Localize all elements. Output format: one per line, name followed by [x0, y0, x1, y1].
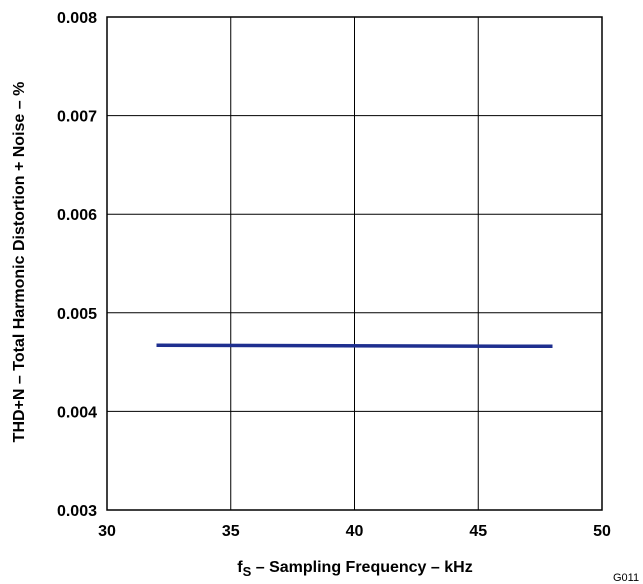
y-tick-label: 0.003 — [57, 503, 97, 520]
series-line — [156, 343, 553, 349]
series-group — [156, 343, 553, 349]
x-tick-label: 50 — [593, 523, 611, 540]
x-axis-title-subscript: S — [243, 564, 252, 579]
x-tick-label: 35 — [222, 523, 240, 540]
y-tick-label: 0.008 — [57, 10, 97, 27]
figure-id: G011 — [613, 572, 639, 584]
y-tick-label: 0.004 — [57, 404, 97, 421]
x-tick-label: 40 — [346, 523, 364, 540]
x-tick-label: 30 — [98, 523, 116, 540]
y-tick-label: 0.007 — [57, 109, 97, 126]
y-axis-title: THD+N – Total Harmonic Distortion + Nois… — [11, 82, 28, 443]
y-tick-labels: 0.003 0.004 0.005 0.006 0.007 0.008 — [57, 10, 97, 520]
y-tick-label: 0.006 — [57, 207, 97, 224]
x-axis-title: fS – Sampling Frequency – kHz — [237, 559, 472, 579]
x-tick-labels: 30 35 40 45 50 — [98, 523, 611, 540]
x-tick-label: 45 — [469, 523, 487, 540]
plot-frame — [106, 16, 603, 511]
y-tick-label: 0.005 — [57, 306, 97, 323]
grid-lines — [107, 17, 602, 510]
